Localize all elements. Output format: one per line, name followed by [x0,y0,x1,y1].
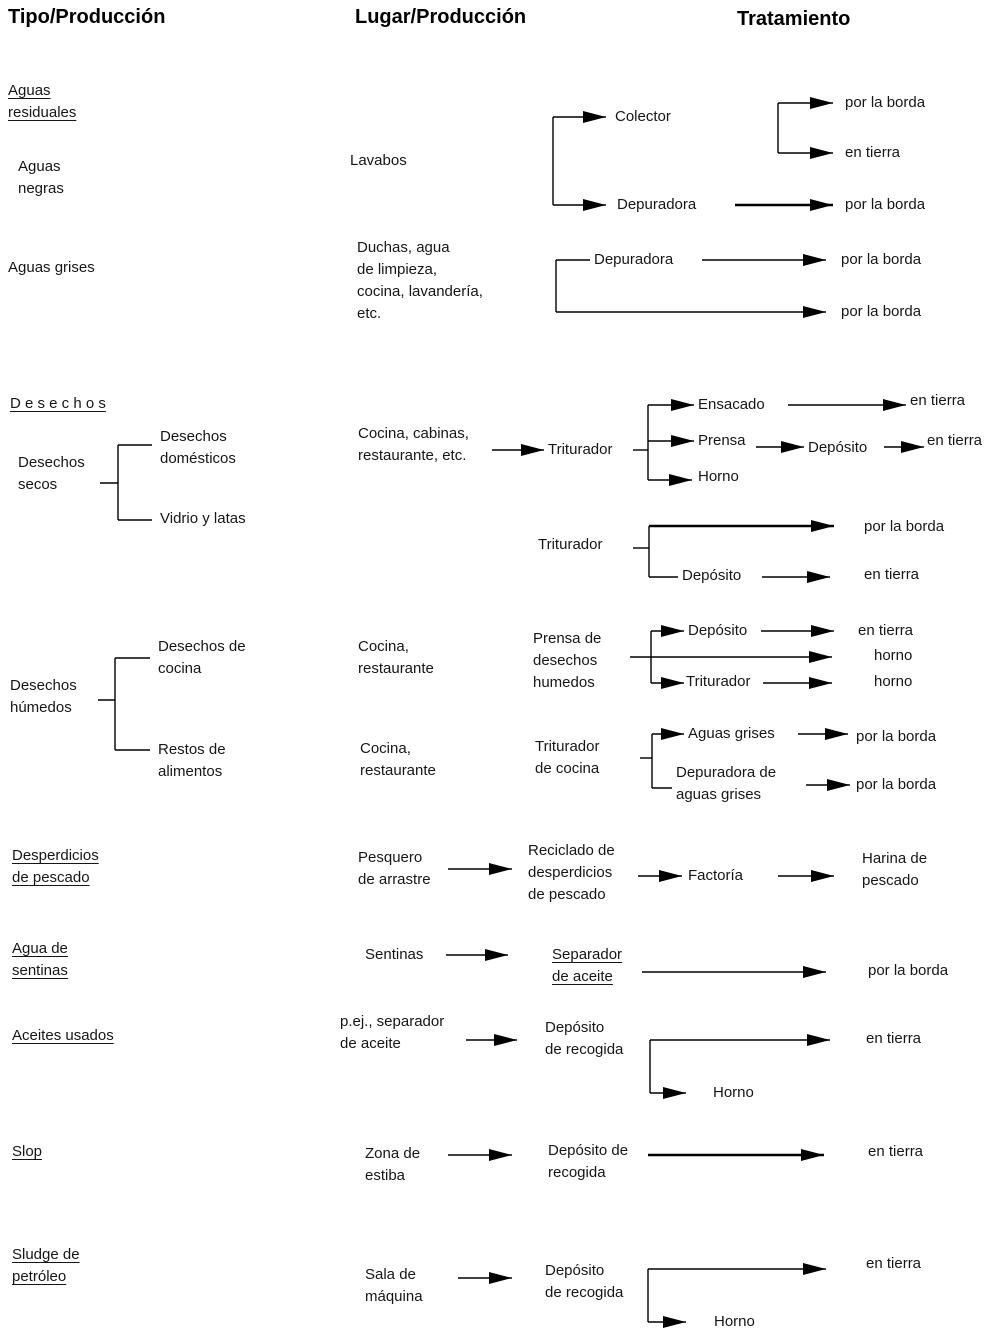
label-prensa-deposito: Depósito [808,439,868,456]
label-humedos-en-tierra: en tierra [858,622,914,639]
label-depuradora-1: Depuradora [617,196,697,213]
label-factoria: Factoría [688,867,744,884]
label-ensacado: Ensacado [698,396,765,413]
label-pej-separador: p.ej., separador de aceite [340,1013,445,1052]
label-separador-aceite: Separador de aceite [552,946,623,985]
label-deposito-recogida-3: Depósito de recogida [545,1262,624,1301]
label-sludge-en-tierra: en tierra [866,1255,922,1272]
label-colector-por-la-borda: por la borda [845,94,926,111]
label-prensa-en-tierra: en tierra [927,432,983,449]
label-sala-maquina: Sala de máquina [365,1266,423,1305]
label-aguas-negras: Aguas negras [18,158,64,197]
label-triturador2-borda: por la borda [864,518,945,535]
section-title-aguas-grises: Aguas grises [8,259,95,276]
label-desechos-domesticos: Desechos domésticos [160,428,236,467]
label-humedos-deposito: Depósito [688,622,748,639]
connectors-desperdicios-pescado [448,863,834,882]
label-aceites-horno: Horno [713,1084,754,1101]
label-cocina-restaurante-1: Cocina, restaurante [358,638,434,677]
label-colector-en-tierra: en tierra [845,144,901,161]
column-header-lugar: Lugar/Producción [355,6,527,28]
label-depuradora-por-la-borda: por la borda [845,196,926,213]
label-tc-aguas-borda: por la borda [856,728,937,745]
connectors-aceites-usados [466,1034,830,1099]
label-sludge-horno: Horno [714,1313,755,1330]
connectors-aguas-residuales [552,97,833,211]
label-reciclado: Reciclado de desperdicios de pescado [528,842,615,903]
label-grises-borda-2: por la borda [841,303,922,320]
label-slop-en-tierra: en tierra [868,1143,924,1160]
label-cocina-restaurante-2: Cocina, restaurante [360,740,436,779]
label-deposito-recogida-1: Depósito de recogida [545,1019,624,1058]
label-horno-1: Horno [698,468,739,485]
connectors-desechos-secos [100,399,924,583]
connectors-sludge [458,1263,826,1328]
connectors-agua-sentinas [446,949,826,978]
label-cocina-cabinas: Cocina, cabinas, restaurante, etc. [358,425,469,464]
label-tc-depuradora-borda: por la borda [856,776,937,793]
label-humedos-horno-1: horno [874,647,913,664]
label-deposito-recogida-2: Depósito de recogida [548,1142,629,1181]
label-prensa: Prensa [698,432,746,449]
label-duchas-lugar: Duchas, agua de limpieza, cocina, lavand… [357,239,483,322]
label-triturador-de-cocina: Triturador de cocina [535,738,600,777]
label-lavabos: Lavabos [350,152,407,169]
label-restos-alimentos: Restos de alimentos [158,741,226,780]
label-desechos-secos: Desechos secos [18,454,85,493]
label-vidrio-y-latas: Vidrio y latas [160,510,246,527]
label-tc-aguas-grises: Aguas grises [688,725,775,742]
label-depuradora-2: Depuradora [594,251,674,268]
label-prensa-desechos-humedos: Prensa de desechos humedos [533,630,602,691]
column-header-tratamiento: Tratamiento [737,8,851,30]
section-title-desechos: D e s e c h o s [10,395,106,412]
label-aceites-en-tierra: en tierra [866,1030,922,1047]
label-colector: Colector [615,108,671,125]
label-sentinas: Sentinas [365,946,424,963]
label-harina-pescado: Harina de pescado [862,850,928,889]
label-desechos-de-cocina: Desechos de cocina [158,638,246,677]
label-pesquero-arrastre: Pesquero de arrastre [358,849,431,888]
column-header-tipo: Tipo/Producción [8,6,166,28]
connectors-desechos-humedos [98,625,850,791]
section-title-desperdicios: Desperdicios de pescado [12,847,99,886]
label-triturador2-deposito: Depósito [682,567,742,584]
section-title-sludge: Sludge de petróleo [12,1246,80,1285]
label-sentinas-borda: por la borda [868,962,949,979]
section-title-agua-sentinas: Agua de sentinas [12,940,68,979]
label-zona-estiba: Zona de estiba [365,1145,421,1184]
label-triturador-1: Triturador [548,441,613,458]
label-humedos-triturador: Triturador [686,673,751,690]
label-desechos-humedos: Desechos húmedos [10,677,77,716]
label-ensacado-en-tierra: en tierra [910,392,966,409]
section-title-aguas-residuales: Aguas residuales [8,82,77,121]
label-tc-depuradora: Depuradora de aguas grises [676,764,777,803]
label-grises-borda-1: por la borda [841,251,922,268]
section-title-aceites: Aceites usados [12,1027,114,1044]
section-title-slop: Slop [12,1143,43,1160]
label-triturador2-tierra: en tierra [864,566,920,583]
label-triturador-2: Triturador [538,536,603,553]
label-humedos-horno-2: horno [874,673,913,690]
connectors-aguas-grises [555,254,826,318]
